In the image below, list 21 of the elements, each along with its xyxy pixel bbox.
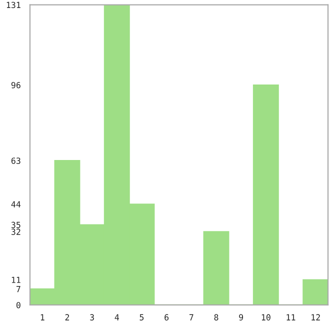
y-tick-label: 35 [11, 222, 20, 228]
x-tick-label: 3 [90, 314, 94, 320]
y-tick-label: 0 [16, 302, 20, 308]
x-tick-label: 1 [40, 314, 44, 320]
x-tick-label: 6 [164, 314, 169, 320]
x-tick-label: 8 [214, 314, 218, 320]
x-tick-label: 2 [65, 314, 70, 320]
x-tick-label: 11 [286, 314, 296, 320]
x-tick-label: 4 [114, 314, 120, 320]
y-tick-label: 96 [11, 82, 20, 88]
x-tick-label: 12 [312, 314, 320, 320]
x-tick-label: 9 [239, 314, 244, 320]
y-tick-label: 63 [11, 158, 20, 164]
y-tick-label: 32 [11, 228, 20, 235]
y-tick-label: 11 [12, 276, 20, 283]
x-tick-label: 7 [189, 314, 194, 320]
x-tick-label: 10 [262, 314, 270, 320]
x-tick-label: 5 [140, 314, 144, 320]
y-tick-label: 7 [16, 286, 20, 292]
y-tick-label: 44 [11, 201, 21, 208]
y-tick-label: 131 [6, 2, 20, 8]
